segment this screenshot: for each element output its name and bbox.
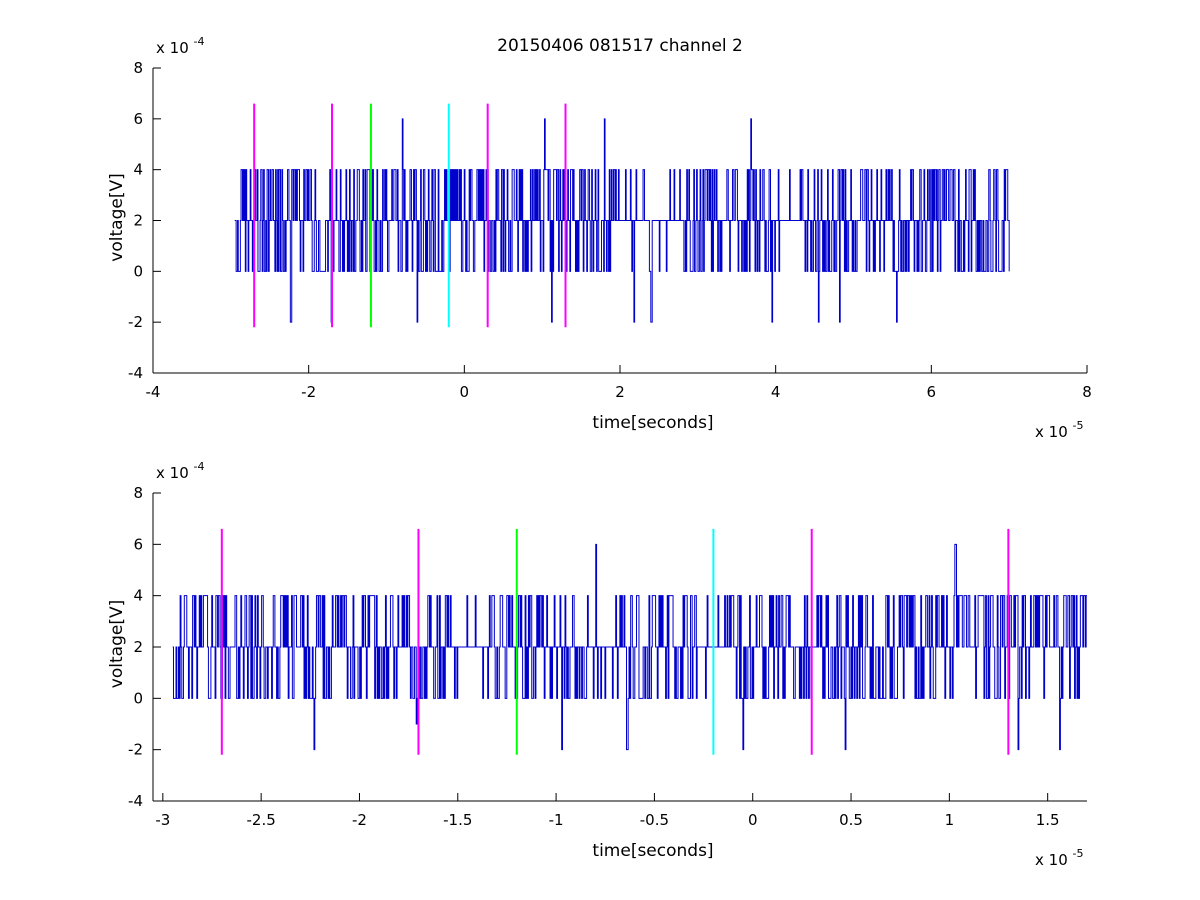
x-tick-label-9: 1.5: [1036, 811, 1060, 829]
signal-line: [234, 118, 1010, 323]
x-tick-label-4: -1: [549, 811, 564, 829]
y-tick-label-5: 6: [133, 535, 143, 553]
y-tick-label-4: 4: [133, 587, 143, 605]
y-tick-label-0: -4: [128, 792, 143, 810]
x-exponent-value: -5: [1073, 419, 1084, 432]
x-tick-label-2: 0: [460, 383, 470, 401]
y-tick-label-4: 4: [133, 161, 143, 179]
y-exponent-value: -4: [194, 460, 205, 473]
x-tick-label-5: -0.5: [640, 811, 669, 829]
y-tick-label-1: -2: [128, 313, 143, 331]
y-tick-label-6: 8: [133, 484, 143, 502]
y-axis-label: voltage[V]: [107, 600, 127, 688]
figure-title: 20150406 081517 channel 2: [497, 36, 743, 56]
y-tick-label-1: -2: [128, 741, 143, 759]
bottom-panel: -3 -2.5 -2 -1.5 -1 -0.5 0 0.5 1 1.5 -4 -2 0 2 4 6 8 time[…: [107, 460, 1087, 869]
x-tick-label-8: 1: [945, 811, 955, 829]
y-tick-label-5: 6: [133, 110, 143, 128]
x-tick-label-3: 2: [615, 383, 625, 401]
x-tick-label-4: 4: [771, 383, 781, 401]
x-exponent-value: -5: [1073, 847, 1084, 860]
y-exponent-label: x 10 -4: [156, 35, 204, 57]
y-tick-label-2: 0: [133, 262, 143, 280]
y-tick-label-2: 0: [133, 689, 143, 707]
y-tick-label-3: 2: [133, 212, 143, 230]
top-panel: -4 -2 0 2 4 6 8 -4 -2 0 2 4 6 8 time[seconds] voltage[V…: [107, 35, 1092, 441]
x-tick-label-2: -2: [352, 811, 367, 829]
x-tick-label-6: 0: [748, 811, 758, 829]
y-tick-label-0: -4: [128, 364, 143, 382]
x-tick-label-0: -4: [146, 383, 161, 401]
y-tick-label-6: 8: [133, 59, 143, 77]
x-tick-label-7: 0.5: [839, 811, 863, 829]
x-axis-label: time[seconds]: [592, 413, 713, 433]
x-tick-label-6: 8: [1082, 383, 1092, 401]
y-axis-label: voltage[V]: [107, 173, 127, 261]
y-tick-label-3: 2: [133, 638, 143, 656]
x-tick-label-1: -2.5: [247, 811, 276, 829]
x-exponent-label: x 10 -5: [1035, 847, 1083, 869]
signal-line: [172, 543, 1087, 751]
x-tick-label-3: -1.5: [443, 811, 472, 829]
x-axis-label: time[seconds]: [592, 841, 713, 861]
y-exponent-label: x 10 -4: [156, 460, 204, 482]
x-tick-label-5: 6: [927, 383, 937, 401]
x-tick-label-0: -3: [155, 811, 170, 829]
y-exponent-value: -4: [194, 35, 205, 48]
x-tick-label-1: -2: [301, 383, 316, 401]
x-exponent-label: x 10 -5: [1035, 419, 1083, 441]
